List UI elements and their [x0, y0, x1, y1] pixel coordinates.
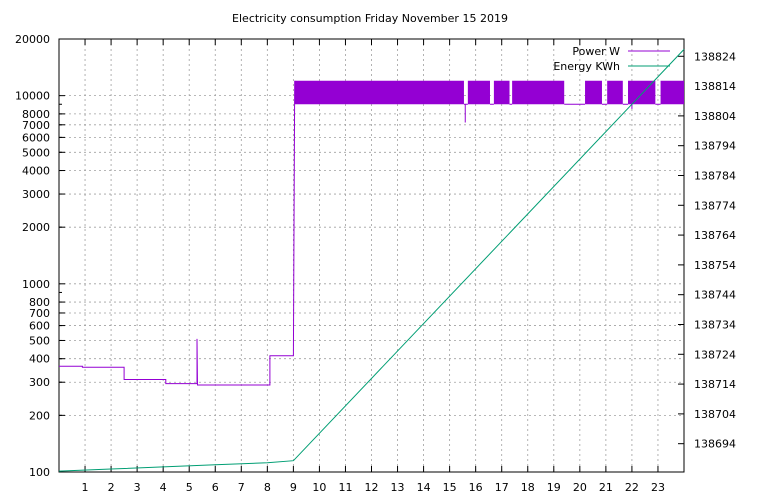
- x-tick-label: 17: [495, 481, 509, 494]
- power-band-segment: [294, 80, 464, 105]
- series-line: [58, 49, 685, 472]
- y-right-tick-label: 138774: [694, 199, 736, 212]
- legend: Power W Energy KWh: [553, 45, 670, 73]
- x-tick-label: 11: [338, 481, 352, 494]
- series-line: [59, 80, 296, 386]
- power-band-segment: [512, 80, 565, 105]
- y-left-tick-label: 200: [29, 409, 50, 422]
- x-tick-label: 9: [290, 481, 297, 494]
- chart-title: Electricity consumption Friday November …: [232, 12, 508, 25]
- x-tick-label: 3: [134, 481, 141, 494]
- y-left-tick-label: 4000: [22, 165, 50, 178]
- y-left-tick-label: 8000: [22, 108, 50, 121]
- y-left-tick-label: 400: [29, 353, 50, 366]
- y-left-tick-label: 800: [29, 296, 50, 309]
- legend-label: Power W: [572, 45, 620, 58]
- x-tick-label: 5: [186, 481, 193, 494]
- y-left-tick-label: 1000: [22, 278, 50, 291]
- series-energy-kwh: [58, 49, 685, 472]
- x-tick-label: 16: [469, 481, 483, 494]
- y-left-tick-label: 10000: [15, 90, 50, 103]
- x-tick-label: 4: [160, 481, 167, 494]
- y-right-tick-label: 138724: [694, 348, 736, 361]
- series-layer: [58, 49, 685, 472]
- x-tick-label: 19: [547, 481, 561, 494]
- x-tick-label: 18: [521, 481, 535, 494]
- y-left-tick-label: 100: [29, 466, 50, 479]
- y-right-tick-label: 138694: [694, 438, 736, 451]
- power-band-segment: [467, 80, 490, 105]
- x-tick-label: 13: [391, 481, 405, 494]
- y-right-tick-label: 138704: [694, 408, 736, 421]
- y-right-tick-label: 138804: [694, 110, 736, 123]
- y-left-tick-label: 5000: [22, 146, 50, 159]
- y-right-tick-label: 138794: [694, 140, 736, 153]
- y-right-tick-label: 138744: [694, 289, 736, 302]
- x-tick-label: 15: [443, 481, 457, 494]
- x-tick-label: 23: [651, 481, 665, 494]
- x-tick-label: 7: [238, 481, 245, 494]
- power-band-segment: [585, 80, 602, 105]
- axes: 1 2 3 4 5 6 7 8 9 10 11 12 13 14 15 16 17 18 19 20 21 22 23100…: [15, 33, 736, 494]
- x-tick-label: 6: [212, 481, 219, 494]
- y-right-tick-label: 138734: [694, 318, 736, 331]
- y-right-tick-label: 138784: [694, 169, 736, 182]
- x-tick-label: 10: [312, 481, 326, 494]
- y-left-tick-label: 3000: [22, 188, 50, 201]
- x-tick-label: 22: [625, 481, 639, 494]
- x-tick-label: 12: [365, 481, 379, 494]
- y-right-tick-label: 138754: [694, 259, 736, 272]
- y-right-tick-label: 138714: [694, 378, 736, 391]
- y-left-tick-label: 7000: [22, 119, 50, 132]
- power-band-segment: [607, 80, 623, 105]
- power-band-segment: [493, 80, 510, 105]
- y-left-tick-label: 700: [29, 307, 50, 320]
- x-tick-label: 20: [573, 481, 587, 494]
- series-power-w: [59, 80, 684, 386]
- y-right-tick-label: 138764: [694, 229, 736, 242]
- x-tick-label: 14: [417, 481, 431, 494]
- x-tick-label: 21: [599, 481, 613, 494]
- y-left-tick-label: 500: [29, 334, 50, 347]
- y-right-tick-label: 138814: [694, 80, 736, 93]
- x-tick-label: 2: [108, 481, 115, 494]
- y-left-tick-label: 20000: [15, 33, 50, 46]
- y-right-tick-label: 138824: [694, 50, 736, 63]
- y-left-tick-label: 6000: [22, 131, 50, 144]
- x-tick-label: 1: [82, 481, 89, 494]
- grid: [59, 39, 684, 472]
- legend-label: Energy KWh: [553, 60, 620, 73]
- y-left-tick-label: 2000: [22, 221, 50, 234]
- x-tick-label: 8: [264, 481, 271, 494]
- y-left-tick-label: 600: [29, 320, 50, 333]
- plot-frame: [58, 38, 685, 473]
- y-left-tick-label: 300: [29, 376, 50, 389]
- power-band-segment: [660, 80, 684, 105]
